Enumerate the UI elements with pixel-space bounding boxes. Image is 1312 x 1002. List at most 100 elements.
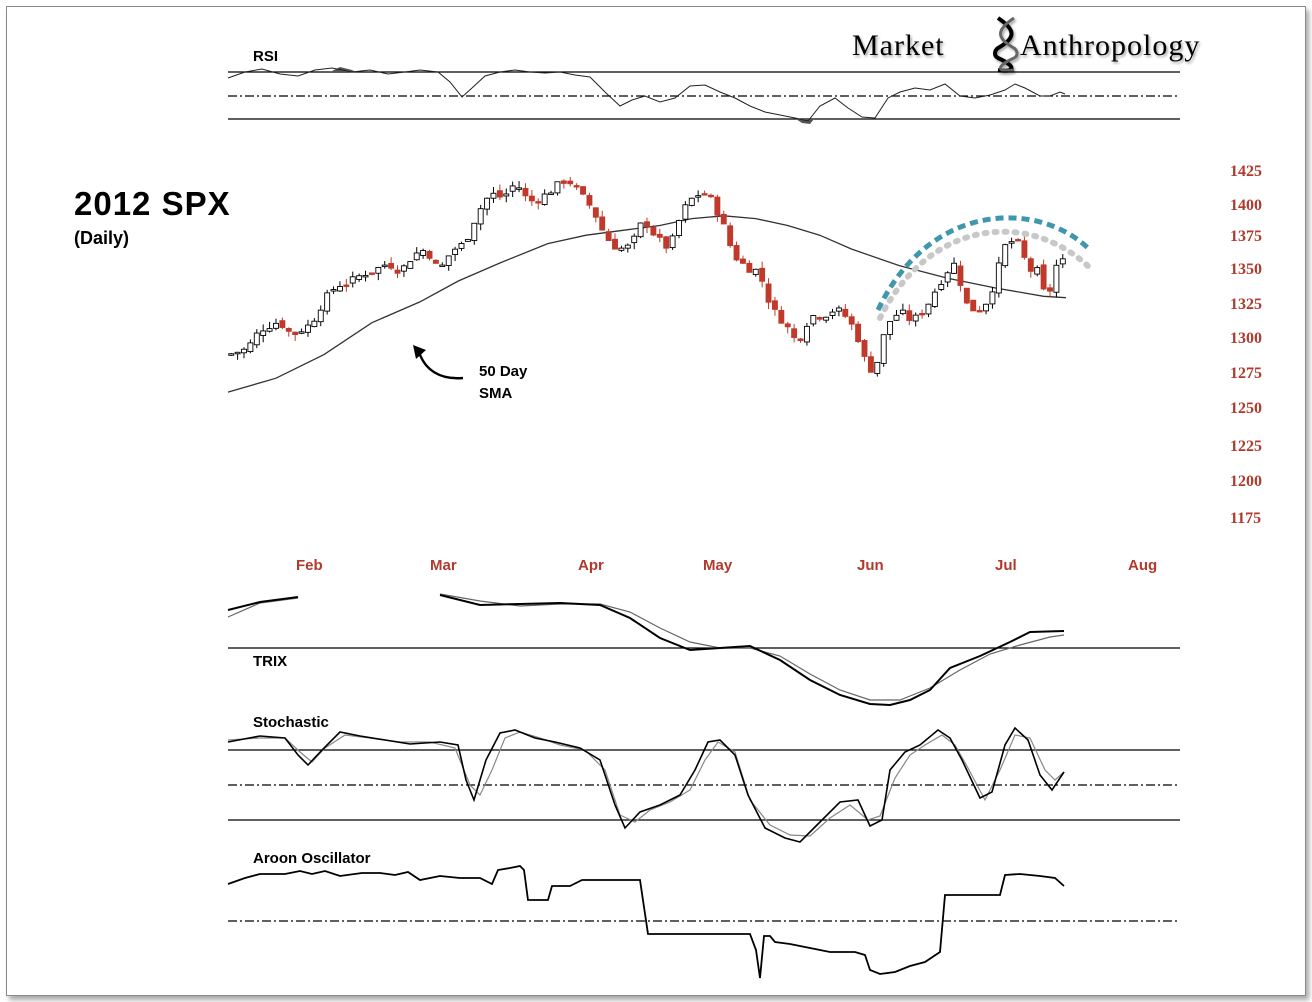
candle-body: [656, 233, 663, 238]
sma-label-line1: 50 Day: [479, 363, 528, 380]
candle-body: [330, 289, 337, 292]
candle-body: [605, 231, 612, 241]
candle-body: [426, 250, 433, 259]
arrow-up-icon: [413, 345, 426, 359]
candle-body: [228, 353, 235, 356]
candle-body: [631, 235, 638, 244]
candle-body: [740, 258, 746, 264]
candle-body: [637, 222, 644, 238]
candle-body: [912, 314, 919, 322]
candle-body: [963, 287, 970, 304]
dna-helix-icon: [993, 16, 1019, 73]
candle-body: [336, 286, 343, 292]
price-plot: [227, 176, 1067, 393]
candle-body: [407, 261, 414, 269]
candle-body: [810, 315, 817, 325]
candle-body: [976, 310, 983, 313]
candle-body: [599, 216, 606, 231]
candle-body: [1059, 258, 1066, 265]
arc-teal-dotted: [875, 215, 1092, 312]
chart-subtitle: (Daily): [74, 228, 129, 248]
candle-body: [1047, 287, 1053, 292]
candle-body: [445, 255, 452, 267]
candle-body: [234, 351, 241, 355]
candle-body: [752, 268, 759, 276]
candle-body: [484, 197, 491, 210]
candle-body: [317, 309, 324, 323]
candle-body: [669, 235, 676, 249]
candle-body: [253, 332, 260, 346]
x-tick-label: May: [703, 557, 733, 574]
candle-body: [778, 309, 785, 324]
candle-body: [586, 195, 593, 206]
candle-body: [247, 342, 254, 353]
trix-line: [227, 596, 299, 611]
stochastic-k-line: [227, 726, 1065, 843]
candle-body: [273, 322, 279, 329]
candle-body: [848, 316, 855, 325]
candle-body: [1015, 239, 1021, 242]
candle-body: [298, 331, 305, 334]
candle-body: [1027, 258, 1034, 272]
candle-body: [496, 190, 503, 198]
candle-body: [797, 338, 804, 342]
candle-body: [618, 247, 625, 251]
candle-body: [516, 187, 523, 190]
candle-body: [381, 264, 388, 268]
candle-body: [951, 262, 958, 274]
logo-text-anthropology: Anthropology: [1020, 29, 1200, 62]
trix-panel: TRIX: [227, 593, 1180, 707]
trix-line: [439, 594, 1065, 707]
candlesticks: [228, 176, 1066, 377]
x-tick-label: Jul: [995, 557, 1017, 574]
candle-body: [708, 194, 714, 198]
x-tick-label: Mar: [430, 557, 457, 574]
candle-body: [624, 244, 631, 249]
candle-body: [867, 356, 874, 373]
candle-body: [759, 267, 766, 282]
y-tick-label: 1375: [1230, 228, 1262, 245]
candle-body: [823, 316, 830, 321]
candle-body: [439, 264, 446, 268]
candle-body: [899, 309, 906, 315]
candle-body: [989, 291, 996, 305]
candle-body: [765, 283, 772, 303]
candle-body: [995, 262, 1002, 294]
sma-50-line: [227, 215, 1067, 393]
candle-body: [573, 185, 580, 188]
logo-text-market: Market: [852, 29, 945, 62]
candle-body: [842, 308, 849, 317]
candle-body: [400, 265, 407, 272]
y-tick-label: 1250: [1230, 400, 1262, 417]
candle-body: [1021, 240, 1028, 258]
candle-body: [701, 193, 708, 196]
candle-body: [682, 204, 689, 220]
y-tick-label: 1200: [1230, 473, 1262, 490]
candle-body: [580, 186, 586, 195]
candle-body: [957, 265, 964, 286]
candle-body: [938, 284, 945, 290]
candle-body: [887, 320, 894, 335]
candle-body: [1008, 241, 1015, 244]
stochastic-label: Stochastic: [253, 714, 329, 731]
candle-body: [477, 208, 484, 225]
candle-body: [279, 320, 286, 328]
y-tick-label: 1300: [1230, 330, 1262, 347]
candle-body: [612, 238, 618, 250]
candle-body: [880, 334, 887, 364]
candle-body: [311, 320, 318, 328]
candle-body: [241, 348, 247, 354]
candle-body: [816, 317, 823, 320]
rsi-line: [227, 67, 1066, 122]
candle-body: [835, 307, 842, 312]
candle-body: [535, 201, 542, 204]
candle-body: [567, 180, 574, 185]
candle-body: [720, 213, 727, 225]
y-tick-label: 1400: [1230, 197, 1262, 214]
candle-body: [983, 303, 989, 312]
y-tick-label: 1325: [1230, 296, 1262, 313]
candle-body: [560, 180, 567, 184]
y-tick-label: 1425: [1230, 163, 1262, 180]
candle-body: [394, 269, 401, 274]
